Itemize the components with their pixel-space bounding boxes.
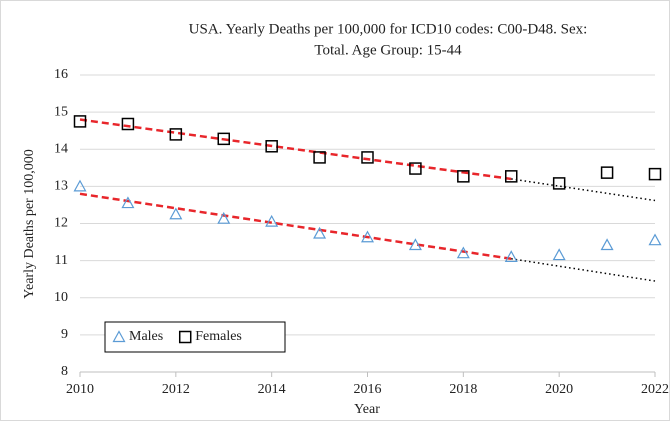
y-tick-label: 11 [55, 253, 68, 268]
marker [456, 246, 470, 259]
x-tick-label: 2014 [258, 382, 286, 397]
y-tick-label: 12 [54, 216, 68, 231]
x-tick-label: 2020 [545, 382, 573, 397]
trend-line [79, 118, 512, 181]
marker [217, 132, 230, 146]
marker [265, 140, 278, 153]
legend-marker [112, 330, 126, 343]
x-tick-label: 2022 [641, 382, 669, 397]
marker [313, 151, 326, 164]
marker [409, 162, 422, 175]
marker [600, 238, 614, 251]
marker [265, 214, 279, 227]
marker [457, 170, 470, 183]
y-tick-label: 13 [54, 179, 68, 194]
x-tick-label: 2018 [449, 382, 477, 397]
marker [600, 166, 614, 179]
x-tick-label: 2012 [162, 382, 190, 397]
marker [505, 170, 518, 183]
trend-extension [511, 258, 656, 282]
marker [169, 128, 183, 141]
chart-title: Total. Age Group: 15-44 [314, 42, 462, 58]
y-tick-label: 8 [61, 364, 68, 379]
marker [313, 226, 327, 239]
chart-title: USA. Yearly Deaths per 100,000 for ICD10… [189, 21, 588, 37]
marker [648, 233, 662, 246]
y-axis-label: Yearly Deaths per 100,000 [22, 149, 37, 298]
marker [361, 151, 374, 164]
marker [121, 196, 135, 209]
trend-line [79, 192, 512, 261]
marker [169, 207, 183, 220]
y-tick-label: 14 [54, 141, 68, 156]
trend-extension [511, 178, 656, 202]
y-tick-label: 15 [54, 104, 68, 119]
y-tick-label: 16 [54, 67, 68, 82]
marker [360, 230, 375, 243]
legend-label: Females [195, 329, 242, 344]
marker [552, 248, 566, 261]
legend-marker [178, 330, 192, 344]
x-tick-label: 2016 [354, 382, 382, 397]
marker [552, 177, 566, 190]
marker [217, 211, 231, 224]
marker [73, 179, 87, 192]
y-tick-label: 9 [61, 327, 68, 342]
legend-box [104, 321, 286, 353]
marker [73, 115, 87, 128]
x-axis-label: Year [354, 402, 380, 417]
marker [408, 238, 422, 251]
legend-label: Males [129, 329, 163, 344]
marker [648, 167, 662, 181]
marker [504, 250, 518, 263]
y-tick-label: 10 [54, 290, 68, 305]
x-tick-label: 2010 [66, 382, 94, 397]
marker [121, 117, 135, 131]
